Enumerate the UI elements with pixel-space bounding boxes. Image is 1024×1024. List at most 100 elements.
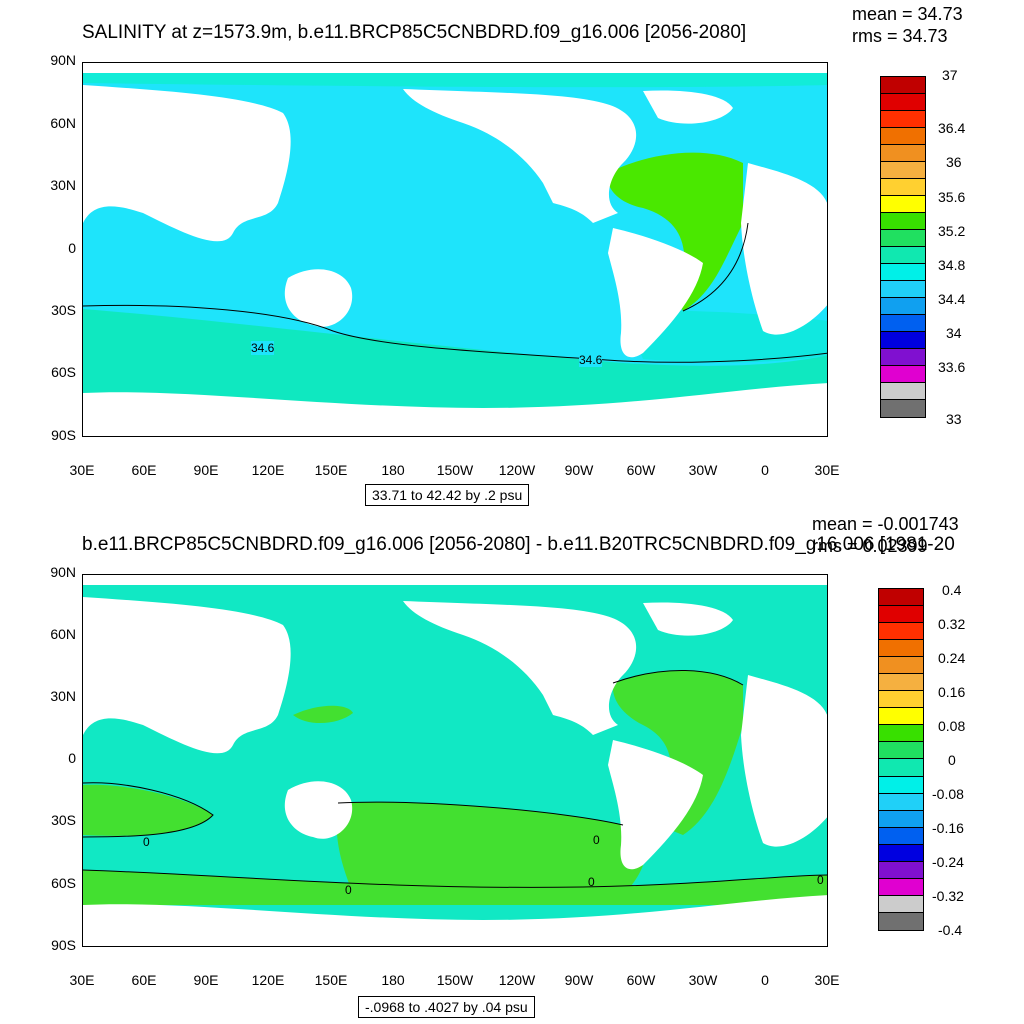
top-mean: mean = 34.73 [852,4,963,24]
legend-label: 34 [946,325,962,341]
color-legend [878,588,924,931]
bottom-title: b.e11.BRCP85C5CNBDRD.f09_g16.006 [2056-2… [82,534,955,555]
top-map-svg [83,63,827,436]
land-africa [741,675,827,847]
x-tick-label: 60E [131,462,157,478]
bottom-map: 0 0 0 0 0 [82,574,828,947]
x-tick-label: 30E [69,462,95,478]
land-africa [741,163,827,335]
top-panel: SALINITY at z=1573.9m, b.e11.BRCP85C5CNB… [50,4,966,506]
legend-swatch [879,827,923,845]
land [83,63,827,436]
legend-swatch [879,674,923,692]
legend-swatch [881,145,925,162]
legend-swatch [879,912,923,930]
x-tick-label: 150E [314,462,348,478]
legend-swatch [881,128,925,145]
legend-label: 35.6 [938,189,966,205]
x-tick-label: 180 [381,972,405,988]
legend-swatch [879,691,923,709]
x-tick-label: 30E [69,972,95,988]
legend-swatch [881,264,925,281]
contour-atlantic [682,222,749,312]
land [83,575,827,946]
legend-swatch [879,725,923,743]
land-south-america [608,740,703,870]
y-tick-label: 30S [51,302,76,318]
color-legend [880,76,926,418]
legend-swatch [879,708,923,726]
land-antarctica [83,895,827,946]
contour-label: 34.6 [251,341,275,355]
anomaly-indian-ocean [83,784,213,836]
legend-swatch [881,94,925,111]
contour-south [83,304,827,363]
positive-anomaly [83,670,827,905]
legend-swatch [879,844,923,862]
legend-swatch [881,281,925,298]
land-australia [284,781,353,839]
legend-swatch [881,332,925,349]
land-australia [284,269,353,327]
legend-swatch [881,111,925,128]
legend-swatch [879,742,923,760]
land-greenland [643,90,733,124]
legend-swatch [879,878,923,896]
x-tick-label: 30W [688,462,718,478]
legend-swatch [879,759,923,777]
legend-swatch [879,776,923,794]
legend-label: -0.32 [932,888,964,904]
legend-label: 0.16 [938,684,966,700]
atlantic-green [607,152,743,311]
legend-swatch [879,640,923,658]
y-tick-label: 30N [50,177,76,193]
y-tick-label: 0 [68,240,76,256]
land-arctic-north [83,63,827,73]
legend-swatch [879,810,923,828]
contour-indian [83,782,214,838]
legend-label: 36.4 [938,120,966,136]
contour-south-pacific [337,801,624,826]
land-south-america [608,228,703,358]
anomaly-north-atlantic [612,670,743,835]
anomaly-south-pacific [336,802,647,900]
contours [83,222,827,363]
bottom-panel: b.e11.BRCP85C5CNBDRD.f09_g16.006 [2056-2… [0,512,1024,1024]
legend-label: -0.16 [932,820,964,836]
y-tick-label: 30N [50,688,76,704]
legend-label: 0.32 [938,616,966,632]
land-arctic-north [83,575,827,585]
legend-swatch [881,179,925,196]
range-label: 33.71 to 42.42 by .2 psu [365,484,530,506]
y-tick-label: 90N [50,564,76,580]
legend-swatch [881,400,925,417]
contours [83,670,827,888]
legend-swatch [881,77,925,94]
contour-label: 0 [345,883,352,897]
y-tick-label: 90S [51,427,76,443]
x-tick-label: 120W [498,972,536,988]
land-eurasia [83,597,291,754]
x-tick-label: 120E [251,972,285,988]
anomaly-southern-band [83,870,827,905]
y-tick-label: 60N [50,115,76,131]
x-tick-label: 30E [814,972,840,988]
land-north-america [403,89,637,223]
x-tick-label: 60E [131,972,157,988]
y-tick-label: 30S [51,812,76,828]
top-title: SALINITY at z=1573.9m, b.e11.BRCP85C5CNB… [82,22,747,43]
contour-label: 34.6 [579,353,603,367]
legend-swatch [879,657,923,675]
range-label: -.0968 to .4027 by .04 psu [358,996,535,1018]
legend-label: 34.4 [938,291,966,307]
land-eurasia [83,85,291,242]
legend-swatch [879,589,923,607]
x-tick-label: 150W [436,972,474,988]
legend-swatch [879,895,923,913]
legend-label: 0.08 [938,718,966,734]
legend-swatch [879,606,923,624]
legend-label: 33 [946,411,962,427]
x-tick-label: 90E [193,972,219,988]
legend-label: -0.24 [932,854,964,870]
contour-north-atlantic [612,670,744,686]
